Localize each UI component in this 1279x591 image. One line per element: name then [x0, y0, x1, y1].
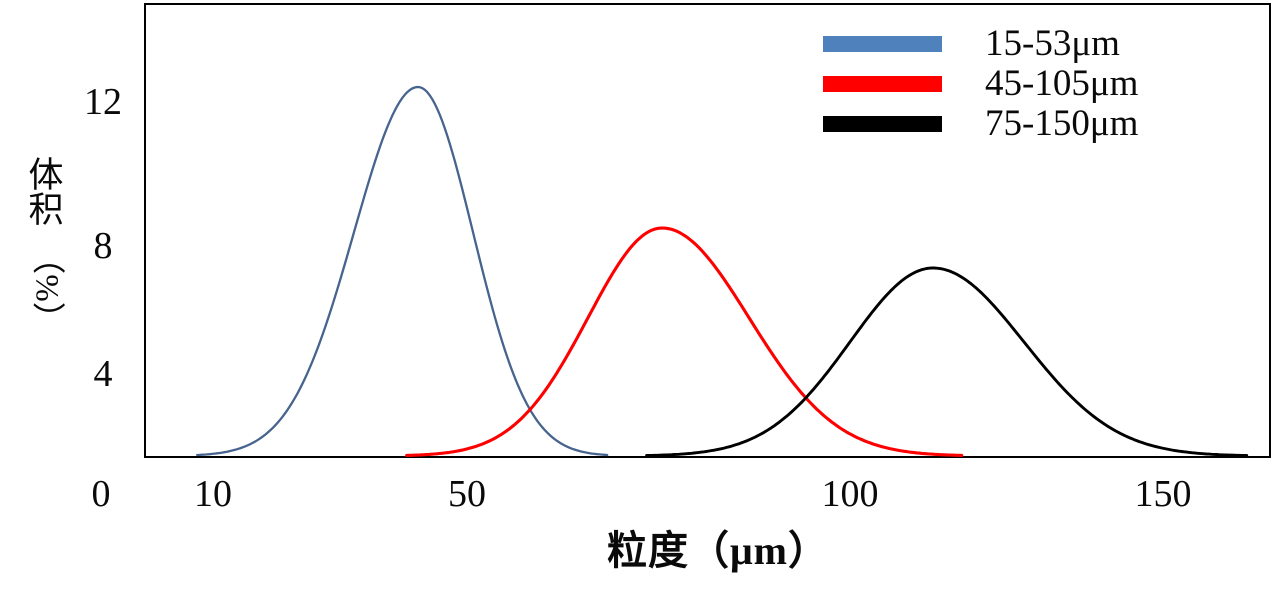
y-axis-unit: （%）	[28, 241, 65, 335]
legend-item: 45-105μm	[823, 64, 1138, 104]
x-axis-title: 粒度（μm）	[607, 528, 829, 573]
x-tick-label: 100	[821, 473, 879, 515]
y-tick-label: 8	[93, 225, 113, 267]
x-tick-label: 150	[1134, 473, 1192, 515]
x-tick-label: 50	[448, 473, 486, 515]
legend-label: 75-150μm	[985, 103, 1139, 144]
y-axis-title-char: 体	[28, 156, 64, 195]
plot-frame	[144, 3, 1271, 458]
y-axis-unit-wrap: （%）	[26, 240, 66, 336]
x-tick-label: 0	[91, 473, 111, 515]
x-tick-label: 10	[194, 473, 232, 515]
y-tick-label: 12	[84, 81, 122, 123]
legend-swatch	[823, 36, 942, 52]
legend-swatch	[823, 116, 942, 132]
legend-label: 15-53μm	[985, 23, 1120, 64]
legend-item: 15-53μm	[823, 24, 1138, 64]
y-axis-title-char: 积	[28, 191, 64, 230]
legend-item: 75-150μm	[823, 104, 1138, 144]
legend-label: 45-105μm	[985, 63, 1139, 104]
y-axis-title: 体 积 （%）	[16, 158, 76, 336]
y-tick-label: 4	[93, 353, 113, 395]
legend: 15-53μm 45-105μm 75-150μm	[823, 24, 1138, 144]
legend-swatch	[823, 76, 942, 92]
series-curve-0	[196, 85, 609, 457]
series-curve-2	[645, 266, 1249, 457]
series-curve-1	[405, 226, 964, 457]
